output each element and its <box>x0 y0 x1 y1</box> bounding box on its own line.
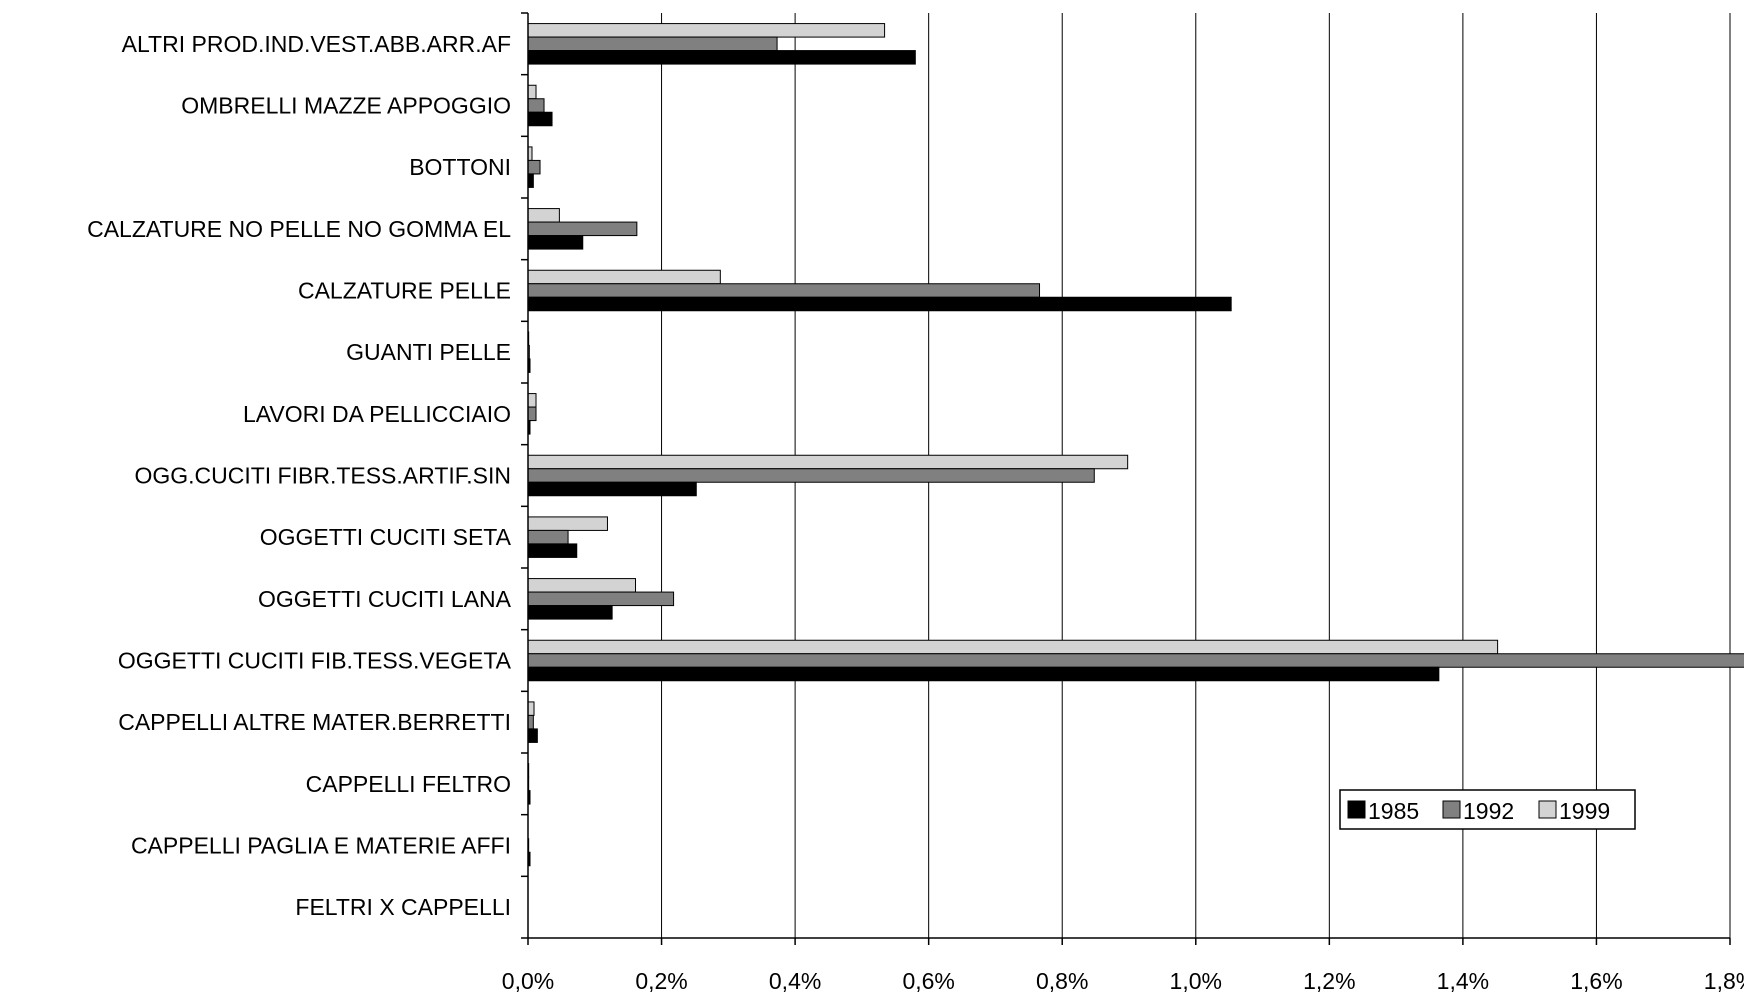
bar-1992 <box>527 98 545 113</box>
x-tick-label: 0,6% <box>902 968 954 994</box>
bar-1999 <box>527 639 1499 655</box>
legend-label-1985: 1985 <box>1368 798 1419 824</box>
bar-1992 <box>527 653 1744 668</box>
bar-1985 <box>527 666 1440 682</box>
bar-1992 <box>527 714 534 730</box>
gridlines <box>661 13 1731 938</box>
bar-1999 <box>527 23 886 38</box>
category-label: CAPPELLI FELTRO <box>306 771 511 797</box>
x-tick-labels: 0,0% 0,2% 0,4% 0,6% 0,8% 1,0% 1,2% 1,4% 1,6% 1,8% <box>502 968 1744 994</box>
bar-1992 <box>527 529 569 545</box>
category-label: CAPPELLI PAGLIA E MATERIE AFFI <box>131 833 511 859</box>
category-label: OGGETTI CUCITI LANA <box>258 586 512 612</box>
x-tick-label: 1,8% <box>1704 968 1744 994</box>
bar-1992 <box>527 36 778 52</box>
category-label: LAVORI DA PELLICCIAIO <box>243 401 511 427</box>
legend-swatch-1992 <box>1442 800 1461 819</box>
bar-1985 <box>527 728 538 743</box>
bar-1999 <box>527 84 537 100</box>
category-label: OGGETTI CUCITI SETA <box>260 524 512 550</box>
category-label: FELTRI X CAPPELLI <box>295 894 511 920</box>
category-label: BOTTONI <box>409 154 511 180</box>
bar-1999 <box>527 208 560 223</box>
bar-1985 <box>527 111 553 127</box>
x-tick-label: 0,0% <box>502 968 554 994</box>
category-label: OMBRELLI MAZZE APPOGGIO <box>181 93 511 119</box>
bar-1999 <box>527 578 637 593</box>
category-label: CALZATURE PELLE <box>298 278 511 304</box>
category-label: CALZATURE NO PELLE NO GOMMA EL <box>87 216 511 242</box>
x-tick-label: 0,4% <box>769 968 821 994</box>
bar-1985 <box>527 543 578 558</box>
bar-1992 <box>527 591 675 607</box>
x-tick-label: 1,0% <box>1170 968 1222 994</box>
legend-box <box>1339 789 1636 830</box>
bar-1992 <box>527 159 541 175</box>
bar-1992 <box>527 468 1095 483</box>
x-tick-label: 1,6% <box>1570 968 1622 994</box>
x-tick-label: 1,4% <box>1437 968 1489 994</box>
bar-1985 <box>527 235 584 250</box>
bar-1992 <box>527 221 638 237</box>
category-label: OGGETTI CUCITI FIB.TESS.VEGETA <box>118 648 512 674</box>
category-labels: ALTRI PROD.IND.VEST.ABB.ARR.AF OMBRELLI M… <box>87 31 512 920</box>
bar-1999 <box>527 393 537 408</box>
x-tick-label: 1,2% <box>1303 968 1355 994</box>
x-tick-label: 0,2% <box>635 968 687 994</box>
bar-1985 <box>527 296 1232 312</box>
legend-label-1992: 1992 <box>1463 798 1514 824</box>
legend-swatch-1999 <box>1538 800 1557 819</box>
bar-1999 <box>527 269 721 285</box>
bar-1992 <box>527 283 1041 298</box>
bars <box>527 23 1744 867</box>
bar-1985 <box>527 173 534 188</box>
axes <box>521 12 1731 945</box>
category-label: ALTRI PROD.IND.VEST.ABB.ARR.AF <box>122 31 511 57</box>
bar-1999 <box>527 516 608 531</box>
legend-swatch-1985 <box>1347 800 1366 819</box>
legend-label-1999: 1999 <box>1559 798 1610 824</box>
bar-1985 <box>527 50 916 65</box>
bar-1985 <box>527 481 697 497</box>
bar-1985 <box>527 605 613 620</box>
bar-1992 <box>527 406 537 422</box>
legend: 1985 1992 1999 <box>1339 789 1636 830</box>
category-label: GUANTI PELLE <box>346 339 511 365</box>
category-label: OGG.CUCITI FIBR.TESS.ARTIF.SIN <box>134 463 511 489</box>
x-tick-label: 0,8% <box>1036 968 1088 994</box>
bar-1999 <box>527 454 1129 470</box>
bar-1999 <box>527 701 535 716</box>
category-label: CAPPELLI ALTRE MATER.BERRETTI <box>118 709 511 735</box>
